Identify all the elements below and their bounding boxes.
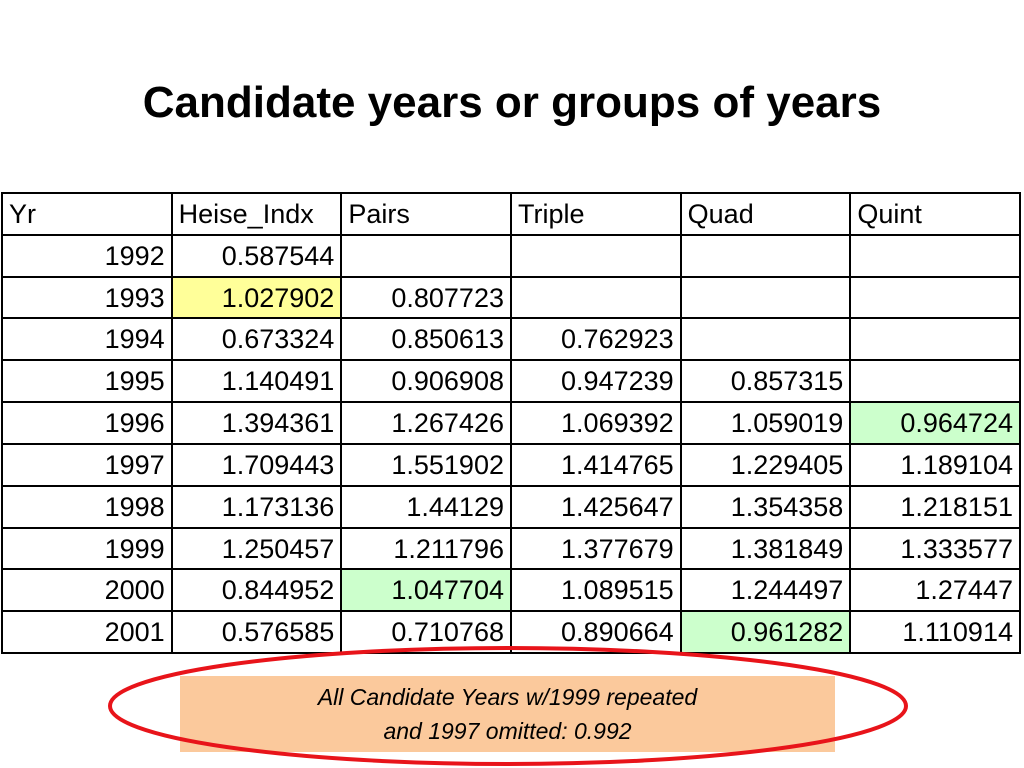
header-cell: Pairs <box>342 194 512 236</box>
table-cell: 1.110914 <box>851 612 1021 654</box>
table-cell: 1995 <box>3 361 173 404</box>
empty-cell <box>512 277 682 320</box>
note-line: and 1997 omitted: 0.992 <box>383 718 632 744</box>
table-cell: 0.850613 <box>342 319 512 362</box>
table-cell: 0.587544 <box>172 235 343 278</box>
table-cell: 1992 <box>3 235 173 278</box>
table-cell: 1994 <box>3 319 173 362</box>
table-cell: 1.333577 <box>851 528 1021 571</box>
table-cell: 1.27447 <box>851 570 1021 613</box>
header-cell: Yr <box>3 194 173 236</box>
note-line: All Candidate Years w/1999 repeated <box>317 684 698 710</box>
table-cell: 1.089515 <box>512 570 682 613</box>
empty-cell <box>851 235 1021 278</box>
table-cell: 0.576585 <box>172 612 343 654</box>
table-cell: 1.381849 <box>681 528 852 571</box>
slide-title: Candidate years or groups of years <box>142 78 882 127</box>
note-box: All Candidate Years w/1999 repeated and 1… <box>180 676 835 752</box>
table-cell: 1.425647 <box>512 486 682 529</box>
table-cell: 1.377679 <box>512 528 682 571</box>
table-cell: 1996 <box>3 403 173 445</box>
red-ellipse <box>108 646 908 766</box>
table-cell: 1.069392 <box>512 403 682 445</box>
empty-cell <box>681 277 852 320</box>
table-cell: 1.211796 <box>342 528 512 571</box>
table-cell: 1.189104 <box>851 444 1021 487</box>
table-cell: 0.890664 <box>512 612 682 654</box>
table-cell: 1.140491 <box>172 361 343 404</box>
table-cell: 1.551902 <box>342 444 512 487</box>
table-cell: 0.947239 <box>512 361 682 404</box>
table-cell: 0.906908 <box>342 361 512 404</box>
table-cell: 2001 <box>3 612 173 654</box>
table-cell: 1.709443 <box>172 444 343 487</box>
table-cell: 1.394361 <box>172 403 343 445</box>
table-cell: 0.710768 <box>342 612 512 654</box>
empty-cell <box>681 235 852 278</box>
header-cell: Triple <box>512 194 682 236</box>
empty-cell <box>851 319 1021 362</box>
data-table: Yr Heise_Indx Pairs Triple Quad Quint 1992 0.58… <box>1 192 1021 654</box>
table-cell: 1.414765 <box>512 444 682 487</box>
table-cell: 0.673324 <box>172 319 343 362</box>
table-cell: 0.964724 <box>851 403 1021 445</box>
table-cell: 2000 <box>3 570 173 613</box>
empty-cell <box>851 277 1021 320</box>
header-cell: Quad <box>681 194 852 236</box>
table-cell: 1993 <box>3 277 173 320</box>
table-cell: 0.857315 <box>681 361 852 404</box>
table-cell: 1999 <box>3 528 173 571</box>
table-cell: 1.44129 <box>342 486 512 529</box>
empty-cell <box>342 235 512 278</box>
empty-cell <box>512 235 682 278</box>
table-cell: 0.807723 <box>342 277 512 320</box>
table-cell: 0.844952 <box>172 570 343 613</box>
empty-cell <box>681 319 852 362</box>
table-cell: 1.218151 <box>851 486 1021 529</box>
table-cell: 1.027902 <box>172 277 343 320</box>
table-cell: 1.250457 <box>172 528 343 571</box>
table-cell: 0.762923 <box>512 319 682 362</box>
header-cell: Heise_Indx <box>172 194 343 236</box>
empty-cell <box>851 361 1021 404</box>
table-cell: 1.354358 <box>681 486 852 529</box>
table-cell: 1.047704 <box>342 570 512 613</box>
table-cell: 1.229405 <box>681 444 852 487</box>
table-cell: 1.173136 <box>172 486 343 529</box>
table-cell: 1997 <box>3 444 173 487</box>
table-cell: 0.961282 <box>681 612 852 654</box>
table-cell: 1.059019 <box>681 403 852 445</box>
table-cell: 1.244497 <box>681 570 852 613</box>
header-cell: Quint <box>851 194 1021 236</box>
table-cell: 1.267426 <box>342 403 512 445</box>
table-cell: 1998 <box>3 486 173 529</box>
